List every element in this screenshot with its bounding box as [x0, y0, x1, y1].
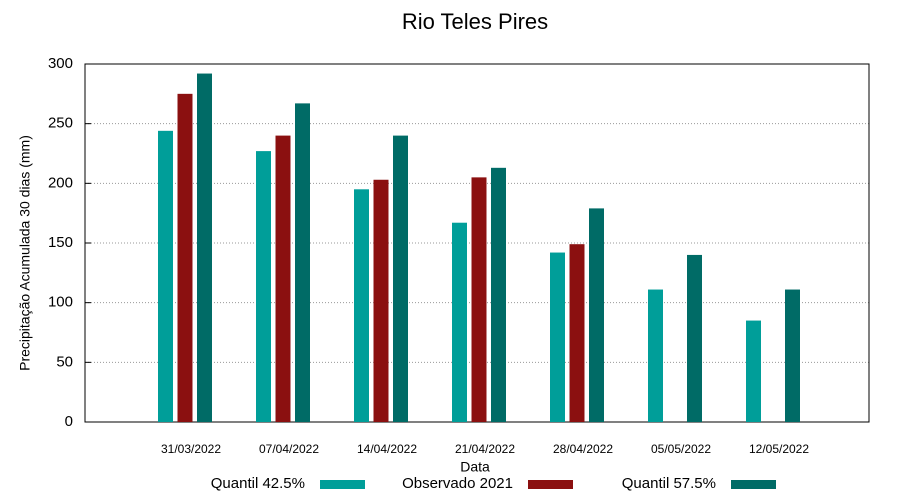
bar [550, 252, 565, 422]
bar [256, 151, 271, 422]
x-tick-label: 14/04/2022 [357, 442, 417, 456]
bar [354, 189, 369, 422]
y-tick-label: 100 [48, 294, 73, 311]
legend-swatch [731, 480, 776, 489]
bar [746, 320, 761, 422]
legend-label: Observado 2021 [402, 475, 513, 492]
x-tick-label: 28/04/2022 [553, 442, 613, 456]
bar [569, 244, 585, 422]
bar [589, 208, 604, 422]
chart-title: Rio Teles Pires [402, 9, 548, 34]
y-tick-label: 200 [48, 174, 73, 191]
legend-swatch [528, 480, 573, 489]
bar [158, 130, 173, 422]
bar [491, 167, 506, 422]
bar [295, 103, 310, 422]
bar [197, 73, 212, 423]
x-tick-label: 12/05/2022 [749, 442, 809, 456]
bar [648, 289, 663, 422]
bar [177, 93, 193, 422]
x-tick-label: 21/04/2022 [455, 442, 515, 456]
y-tick-label: 300 [48, 55, 73, 72]
bar [785, 289, 800, 422]
bar [687, 254, 702, 422]
bar [393, 135, 408, 422]
bar [275, 135, 291, 422]
x-tick-label: 07/04/2022 [259, 442, 319, 456]
x-tick-label: 31/03/2022 [161, 442, 221, 456]
bar [452, 222, 467, 422]
y-tick-label: 50 [56, 353, 73, 370]
y-tick-label: 0 [65, 413, 73, 430]
y-tick-label: 250 [48, 115, 73, 132]
x-tick-label: 05/05/2022 [651, 442, 711, 456]
legend-swatch [320, 480, 365, 489]
bar [471, 177, 487, 422]
legend-label: Quantil 57.5% [622, 475, 716, 492]
y-axis-label: Precipitação Acumulada 30 dias (mm) [17, 135, 33, 371]
x-axis-label: Data [460, 459, 490, 475]
legend-label: Quantil 42.5% [211, 475, 305, 492]
bar [373, 179, 389, 422]
y-tick-label: 150 [48, 234, 73, 251]
